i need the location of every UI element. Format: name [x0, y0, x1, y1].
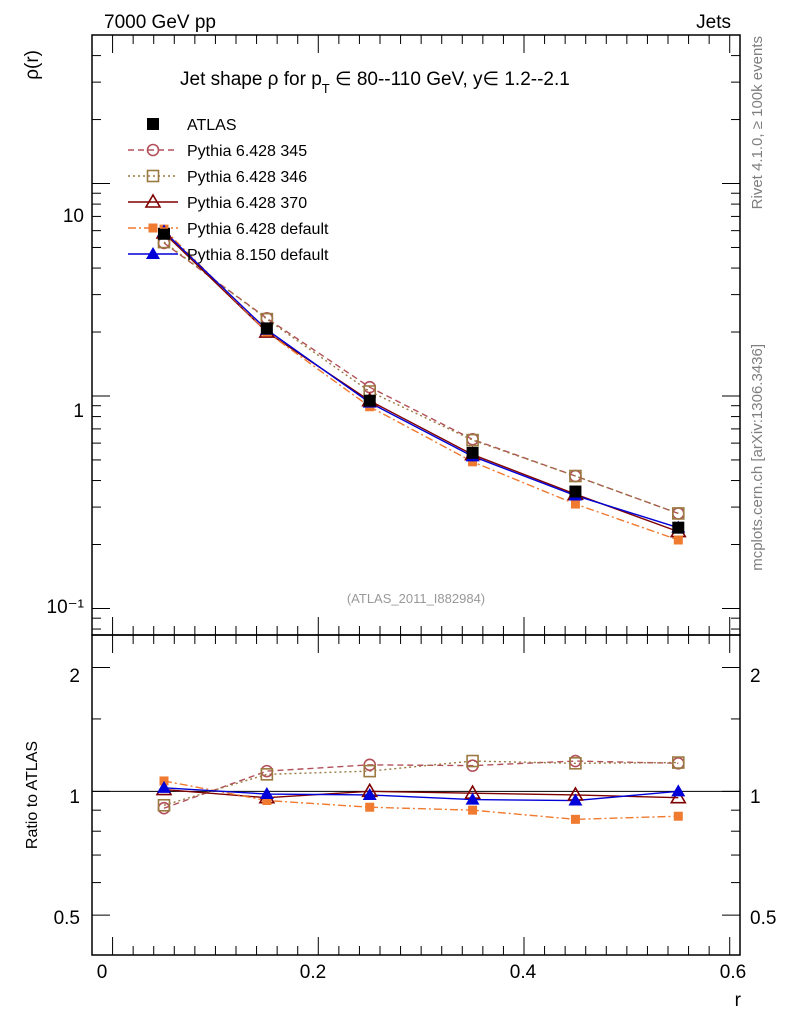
- ratio-y-tick-label-right: 0.5: [750, 908, 776, 929]
- x-tick-label: 0.2: [300, 962, 326, 983]
- ratio-y-tick-label: 2: [69, 666, 80, 687]
- rivet-version-label: Rivet 4.1.0, ≥ 100k events: [749, 36, 766, 209]
- ratio-point-pythia-6-428-default: [570, 814, 580, 824]
- ratio-line-pythia-6-428-default: [163, 780, 679, 821]
- x-tick-label: 0.6: [720, 962, 746, 983]
- legend-label-pythia-6-428-345: Pythia 6.428 345: [187, 143, 307, 160]
- ratio-y-tick-label-right: 1: [750, 787, 761, 808]
- data-point-pythia-6-428-345: [466, 433, 479, 446]
- main-y-tick-label: 1: [73, 401, 84, 422]
- ratio-point-pythia-6-428-346: [260, 768, 274, 781]
- series-line-pythia-6-428-345: [163, 242, 679, 515]
- series-line-pythia-8-150-default: [163, 230, 679, 529]
- legend-marker-pythia-6-428-346: [146, 169, 160, 183]
- plot-title: Jet shape ρ for pT ∈ 80--110 GeV, y∈ 1.2…: [180, 69, 570, 96]
- legend-label-pythia-6-428-346: Pythia 6.428 346: [187, 169, 307, 186]
- ratio-point-pythia-8-150-default: [568, 793, 583, 806]
- legend-marker-pythia-6-428-370: [144, 193, 162, 208]
- mcplots-reference-label: mcplots.cern.ch [arXiv:1306.3436]: [749, 344, 766, 571]
- ratio-point-pythia-6-428-default: [365, 802, 375, 812]
- ratio-line-pythia-6-428-346: [163, 760, 679, 806]
- data-point-atlas: [466, 446, 479, 459]
- legend-marker-pythia-6-428-default: [148, 223, 158, 233]
- x-tick-label: 0.4: [510, 962, 537, 983]
- ratio-plot-frame: [91, 634, 741, 956]
- ratio-line-pythia-6-428-370: [163, 788, 679, 799]
- data-point-pythia-6-428-default: [468, 457, 478, 467]
- ratio-point-pythia-6-428-370: [669, 789, 687, 804]
- ratio-point-pythia-6-428-346: [363, 764, 377, 778]
- data-point-atlas: [569, 485, 582, 498]
- series-line-pythia-6-428-default: [163, 228, 679, 541]
- ratio-point-pythia-6-428-default: [468, 805, 478, 815]
- data-point-atlas: [260, 322, 273, 335]
- energy-label: 7000 GeV pp: [104, 12, 216, 33]
- data-point-pythia-6-428-default: [570, 499, 580, 509]
- ratio-point-pythia-6-428-346: [157, 798, 171, 812]
- legend-marker-pythia-6-428-345: [146, 143, 160, 157]
- data-point-pythia-6-428-346: [466, 433, 479, 447]
- data-point-pythia-6-428-346: [569, 469, 582, 483]
- data-point-atlas: [672, 521, 685, 534]
- data-point-atlas: [158, 227, 170, 240]
- legend-marker-atlas: [147, 118, 159, 130]
- ratio-y-tick-label: 1: [69, 787, 80, 808]
- legend-label-pythia-6-428-370: Pythia 6.428 370: [187, 195, 307, 212]
- process-label: Jets: [696, 12, 731, 33]
- legend-marker-pythia-8-150-default: [146, 247, 160, 259]
- data-point-pythia-6-428-346: [671, 507, 685, 520]
- ratio-point-pythia-8-150-default: [362, 787, 377, 800]
- ratio-y-axis-title: Ratio to ATLAS: [24, 741, 41, 849]
- ratio-point-pythia-6-428-default: [262, 796, 272, 806]
- legend-label-pythia-6-428-default: Pythia 6.428 default: [187, 221, 329, 238]
- legend: ATLAS Pythia 6.428 345 Pythia 6.428 346 Pyt…: [128, 117, 329, 264]
- ratio-point-pythia-6-428-default: [673, 811, 683, 821]
- ratio-point-pythia-8-150-default: [259, 787, 274, 800]
- x-axis-title: r: [735, 990, 742, 1011]
- ratio-point-pythia-6-428-346: [466, 754, 479, 768]
- ratio-point-pythia-8-150-default: [157, 780, 171, 793]
- ratio-point-pythia-8-150-default: [671, 784, 686, 797]
- ratio-point-pythia-6-428-346: [569, 757, 582, 770]
- series-line-pythia-6-428-370: [163, 232, 679, 533]
- ratio-y-tick-label-right: 2: [750, 666, 761, 687]
- ratio-axis-ticks: [91, 635, 740, 955]
- x-tick-label: 0: [97, 962, 108, 983]
- ratio-point-pythia-8-150-default: [465, 792, 480, 805]
- main-y-tick-label: 10: [63, 206, 84, 227]
- data-point-atlas: [363, 394, 376, 407]
- main-y-axis-title: ρ(r): [22, 50, 43, 80]
- main-axis-ticks: [91, 34, 740, 635]
- data-point-pythia-6-428-default: [673, 535, 683, 545]
- ratio-point-pythia-6-428-346: [671, 756, 685, 769]
- data-point-pythia-6-428-345: [260, 312, 274, 325]
- ratio-line-pythia-6-428-345: [163, 760, 679, 809]
- main-y-tick-label: 10⁻¹: [47, 597, 85, 618]
- ratio-y-tick-label: 0.5: [54, 908, 80, 929]
- ratio-line-pythia-8-150-default: [163, 787, 679, 802]
- legend-label-atlas: ATLAS: [187, 117, 237, 134]
- legend-label-pythia-8-150-default: Pythia 8.150 default: [187, 247, 329, 264]
- analysis-reference-label: (ATLAS_2011_I882984): [347, 591, 485, 606]
- series-line-pythia-6-428-346: [163, 241, 679, 515]
